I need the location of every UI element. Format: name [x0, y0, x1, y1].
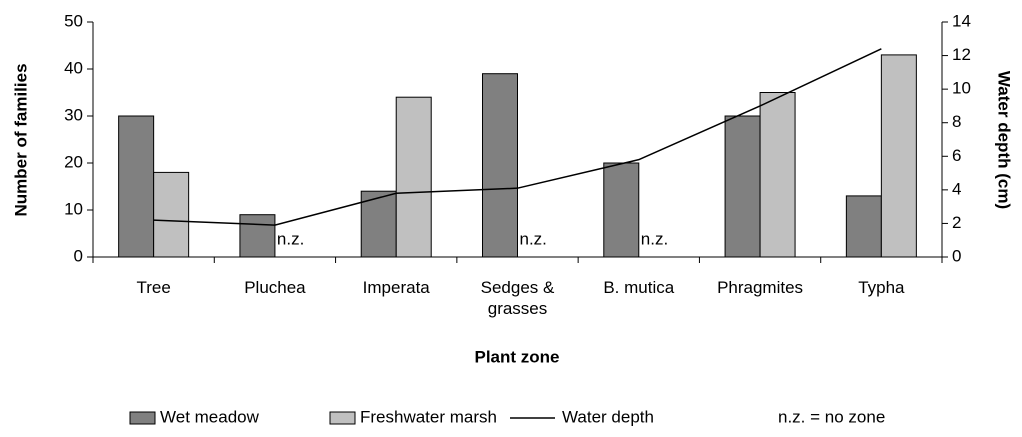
annotation: n.z.: [277, 229, 304, 248]
y2-axis-label: Water depth (cm): [995, 71, 1014, 209]
bar: [153, 171, 190, 258]
y-tick-label: 40: [64, 58, 83, 77]
x-tick-label: Sedges & grasses: [480, 278, 555, 318]
y-tick-label: 10: [64, 199, 83, 218]
y2-tick-label: 0: [952, 246, 961, 265]
bar: [360, 190, 397, 258]
bar: [395, 96, 432, 258]
y2-tick-label: 14: [952, 11, 971, 30]
y-tick-label: 30: [64, 105, 83, 124]
y-tick-label: 20: [64, 152, 83, 171]
bar: [482, 73, 518, 258]
legend-swatch: [329, 411, 356, 425]
legend-label: Wet meadow: [160, 407, 260, 426]
y2-tick-label: 6: [952, 146, 961, 165]
bar: [118, 115, 155, 258]
legend-note: n.z. = no zone: [778, 407, 885, 426]
y2-tick-label: 10: [952, 79, 971, 98]
x-tick-label: Pluchea: [244, 278, 306, 297]
bar: [239, 214, 276, 258]
x-tick-label: B. mutica: [603, 278, 675, 297]
x-tick-label: Imperata: [362, 278, 430, 297]
bar: [724, 115, 761, 258]
bar: [880, 54, 917, 258]
y2-tick-label: 8: [952, 112, 961, 131]
x-tick-label: Typha: [858, 278, 905, 297]
y2-tick-label: 12: [952, 45, 971, 64]
y2-tick-label: 4: [952, 179, 961, 198]
legend-label: Water depth: [562, 407, 654, 426]
y2-tick-label: 2: [952, 213, 961, 232]
legend-label: Freshwater marsh: [360, 407, 497, 426]
y-axis-label: Number of families: [11, 63, 30, 216]
y-tick-label: 0: [74, 246, 83, 265]
bar: [845, 195, 882, 258]
x-tick-label: Phragmites: [717, 278, 804, 297]
x-axis-label: Plant zone: [474, 347, 559, 366]
legend-swatch: [129, 411, 156, 425]
annotation: n.z.: [520, 229, 547, 248]
bar: [603, 162, 640, 258]
y-tick-label: 50: [64, 11, 83, 30]
annotation: n.z.: [641, 229, 668, 248]
x-tick-label: Tree: [136, 278, 171, 297]
bar: [759, 92, 796, 258]
line: [153, 48, 882, 226]
